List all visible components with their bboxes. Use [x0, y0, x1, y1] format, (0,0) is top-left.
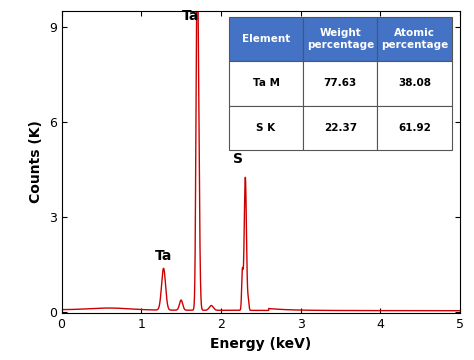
- Y-axis label: Counts (K): Counts (K): [29, 121, 43, 203]
- Text: Ta: Ta: [182, 9, 199, 23]
- Text: Ta: Ta: [155, 248, 172, 262]
- X-axis label: Energy (keV): Energy (keV): [210, 337, 311, 351]
- Text: S: S: [233, 152, 244, 166]
